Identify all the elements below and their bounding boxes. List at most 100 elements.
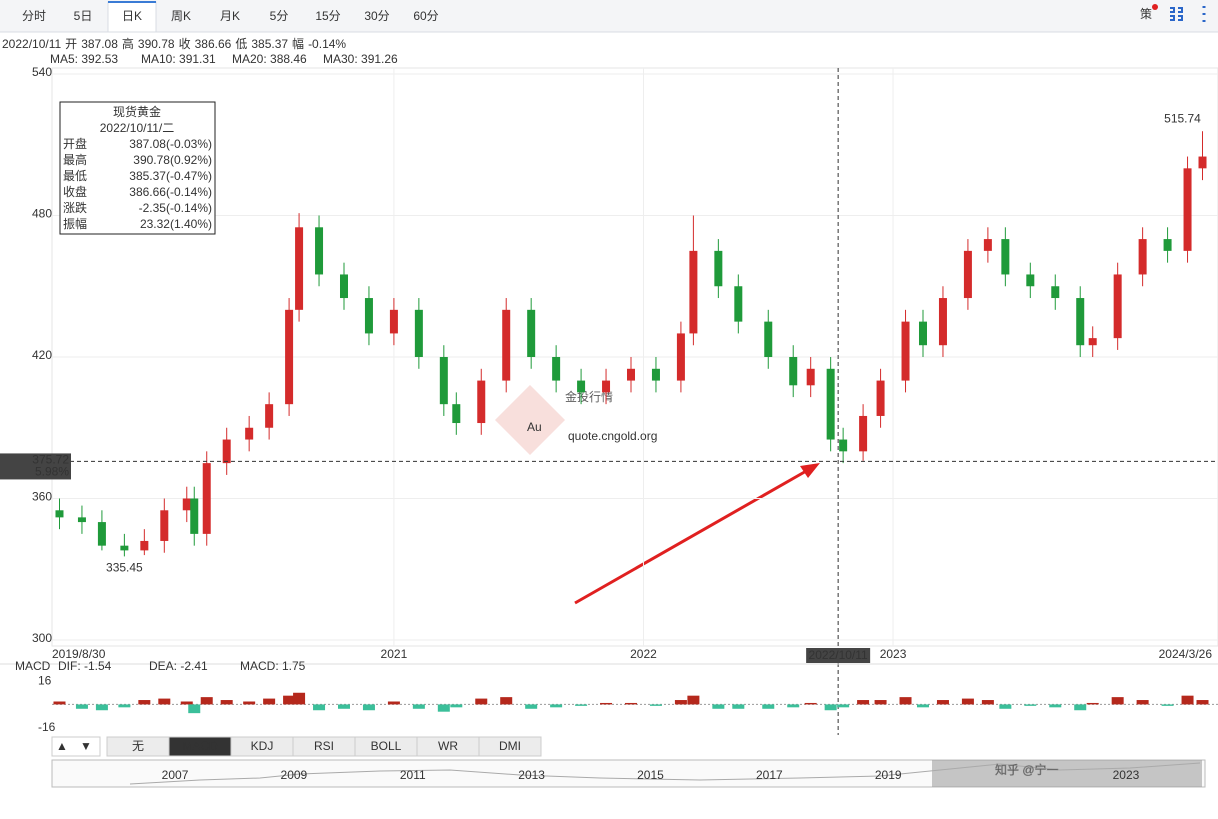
macd-bar [75,704,88,709]
crosshair-x-label: 2022/10/11 [809,648,868,662]
tab[interactable]: 60分 [413,9,438,23]
macd-bar [362,704,375,711]
tab[interactable]: 5日 [74,9,93,23]
quote-item: 高 [122,36,134,51]
quote-item: 收 [179,37,191,51]
watermark: quote.cngold.org [568,429,657,443]
tab[interactable]: 30分 [364,9,389,23]
tab[interactable]: 分时 [22,9,46,23]
macd-bar [1136,700,1149,705]
candle-body [160,510,169,541]
scroll-button[interactable]: ▼ [80,739,92,753]
macd-bar [575,704,588,706]
candle-body [651,368,660,381]
candle-body [1163,239,1172,251]
navigator-year: 2009 [281,768,308,782]
candle-body [859,415,868,452]
candle-body [97,522,106,546]
candle-body [1183,168,1192,251]
info-title: 现货黄金 [113,104,161,119]
navigator-line [129,762,1201,785]
info-value: 386.66(-0.14%) [129,185,212,199]
candle-body [577,380,586,393]
macd-bar [936,700,949,705]
indicator-tab[interactable]: KDJ [251,739,274,753]
macd-bar [625,702,637,705]
navigator-window[interactable] [932,760,1202,787]
indicator-tab[interactable]: 无 [132,739,144,753]
candle-body [963,250,972,299]
ma-legend: MA10: 391.31 [141,52,216,66]
tab[interactable]: 周K [171,9,191,23]
toolbar [0,0,1218,32]
candle-body [414,309,423,357]
candle-body [1088,338,1097,346]
arrow [574,468,809,605]
quote-item: 385.37 [251,37,288,51]
crosshair-y-pct: 5.98% [35,465,69,479]
macd-bar [188,704,201,714]
indicator-tab[interactable]: BOLL [371,739,402,753]
crosshair-x-box [806,648,871,663]
navigator-year: 2017 [756,768,783,782]
macd-bar [804,702,817,705]
candle-body [1198,156,1207,169]
macd-bar [999,704,1012,709]
macd-bar [857,700,870,705]
macd-bar [412,704,425,709]
candle-body [734,286,743,322]
info-box [59,101,216,235]
tab[interactable]: 15分 [315,9,340,23]
tab[interactable]: 5分 [270,9,289,23]
macd-bar [525,704,538,709]
macd-bar [1161,704,1174,706]
candle-body [602,380,611,393]
macd-bar [1181,695,1194,705]
candle-body [676,333,685,381]
candle-body [477,380,486,424]
watermark: Au [527,420,542,434]
macd-bar [138,700,151,705]
macd-bar [387,701,400,705]
x-tick-label: 2023 [880,647,907,661]
candle-body [764,321,773,357]
indicator-tab[interactable]: MACD [182,739,218,753]
x-tick-label: 2021 [381,647,408,661]
macd-bar [437,704,450,712]
strategy-button[interactable]: 策 [1140,7,1152,21]
candle-body [389,309,398,334]
candle-body [439,357,448,405]
candle-body [1076,298,1085,346]
tab[interactable]: 日K [122,9,142,23]
macd-bar [283,695,296,705]
indicator-tab[interactable]: WR [438,739,458,753]
macd-bar [180,701,193,705]
x-tick-label: 2024/3/26 [1159,647,1213,661]
macd-bar [118,704,131,708]
quote-item: 低 [235,37,247,51]
quote-item: 开 [65,37,77,51]
scroll-button[interactable]: ▲ [56,739,68,753]
candle-body [901,321,910,381]
info-label: 涨跌 [63,200,87,215]
candle-body [265,404,274,428]
navigator-year: 2023 [1113,768,1140,782]
candle-body [222,439,231,464]
candle-body [689,250,698,334]
macd-bar [674,700,687,705]
candle-body [983,239,992,251]
layout-icon[interactable] [1170,7,1183,21]
candle-body [55,510,64,518]
indicator-tab[interactable]: DMI [499,739,521,753]
indicator-tab[interactable]: RSI [314,739,334,753]
candle-body [245,427,254,440]
candle-body [315,227,324,275]
macd-bar [762,704,775,709]
macd-tick-label: 16 [38,673,52,687]
ma-legend: MA30: 391.26 [323,52,398,66]
macd-bar [158,698,171,705]
quote-item: 390.78 [138,37,175,51]
navigator-year: 2007 [162,768,189,782]
info-value: 390.78(0.92%) [133,153,212,167]
tab[interactable]: 月K [220,9,240,23]
